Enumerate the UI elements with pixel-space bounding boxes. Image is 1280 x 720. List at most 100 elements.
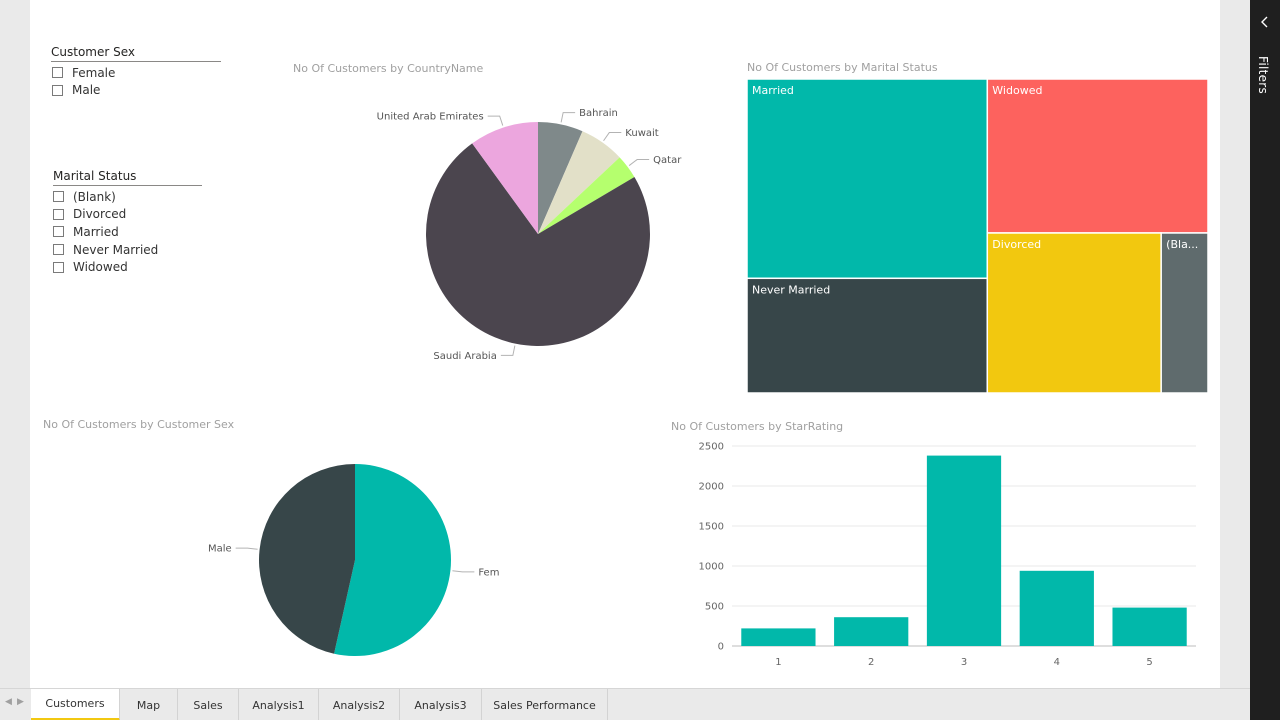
pie-slice-saudi-arabia[interactable] [426, 143, 650, 346]
slicer-item-blank[interactable]: (Blank) [53, 188, 202, 206]
tab-scroll-left-icon[interactable]: ◀ [5, 697, 12, 707]
y-tick-label-500: 500 [705, 602, 724, 613]
treemap-tile-never-married[interactable] [747, 277, 989, 393]
slicer-item-label: Female [72, 65, 116, 80]
y-tick-label-0: 0 [718, 642, 724, 653]
y-tick-label-1500: 1500 [699, 522, 724, 533]
treemap-label-never-married: Never Married [752, 283, 830, 296]
x-tick-label-2: 2 [868, 657, 874, 668]
x-tick-label-1: 1 [775, 657, 781, 668]
pie-label-saudi-arabia: Saudi Arabia [433, 351, 496, 362]
pie-slice-kuwait[interactable] [538, 131, 620, 234]
star-bar-title: No Of Customers by StarRating [671, 420, 844, 433]
sex-pie-chart[interactable]: Female Male [160, 450, 500, 670]
slicer-item-label: Widowed [73, 260, 128, 275]
slicer-item-female[interactable]: Female [52, 64, 221, 82]
chevron-left-icon[interactable] [1260, 15, 1270, 29]
treemap-label-blank: (Bla... [1166, 238, 1198, 251]
tab-label: Analysis2 [332, 698, 386, 712]
tab-sales-performance[interactable]: Sales Performance [482, 689, 608, 720]
marital-treemap-title: No Of Customers by Marital Status [747, 61, 938, 74]
report-canvas: Customer Sex Female Male Marital Status … [30, 0, 1220, 688]
slicer-item-label: Married [73, 224, 119, 239]
pie-slice-female[interactable] [334, 464, 451, 656]
tab-analysis3[interactable]: Analysis3 [400, 689, 482, 720]
y-tick-label-2500: 2500 [699, 442, 724, 453]
checkbox[interactable] [53, 244, 64, 256]
leader-line-bahrain [560, 112, 576, 123]
treemap-tile-married[interactable] [747, 79, 989, 280]
filters-pane[interactable] [1250, 0, 1280, 720]
checkbox[interactable] [53, 261, 64, 273]
y-tick-label-2000: 2000 [699, 482, 724, 493]
tab-analysis2[interactable]: Analysis2 [319, 689, 400, 720]
checkbox[interactable] [53, 191, 64, 203]
pie-slice-male[interactable] [259, 464, 355, 654]
bar-1[interactable] [741, 628, 816, 646]
slicer-marital-status: Marital Status (Blank) Divorced Married … [53, 169, 202, 276]
pie-label-qatar: Qatar [653, 155, 682, 166]
tab-sales[interactable]: Sales [178, 689, 239, 720]
slicer-title: Marital Status [53, 169, 202, 186]
tab-map[interactable]: Map [120, 689, 178, 720]
slicer-item-male[interactable]: Male [52, 82, 221, 100]
page-tab-bar: ◀ ▶ Customers Map Sales Analysis1 Analys… [0, 688, 1250, 720]
bar-5[interactable] [1112, 607, 1187, 646]
slicer-item-label: Male [72, 83, 101, 98]
bar-3[interactable] [926, 455, 1002, 646]
slicer-item-label: (Blank) [73, 189, 116, 204]
pie-slice-qatar[interactable] [538, 157, 635, 234]
bar-2[interactable] [834, 617, 909, 646]
y-tick-label-1000: 1000 [699, 562, 724, 573]
tab-label: Customers [45, 697, 105, 710]
leader-line-saudi-arabia [500, 345, 516, 356]
slicer-item-married[interactable]: Married [53, 223, 202, 241]
x-tick-label-4: 4 [1054, 657, 1060, 668]
slicer-item-label: Never Married [73, 242, 159, 257]
marital-treemap-chart[interactable]: Married Never Married Widowed Divorced (Bla.… [747, 79, 1208, 393]
pie-slice-united-arab-emirates[interactable] [472, 122, 538, 234]
tab-label: Sales [193, 698, 223, 712]
country-pie-title: No Of Customers by CountryName [293, 62, 484, 75]
tab-scroll-right-icon[interactable]: ▶ [17, 697, 24, 707]
slicer-title: Customer Sex [51, 45, 221, 62]
checkbox[interactable] [52, 84, 63, 96]
treemap-label-divorced: Divorced [992, 238, 1041, 251]
filters-pane-label[interactable]: Filters [1256, 56, 1270, 95]
slicer-item-never-married[interactable]: Never Married [53, 241, 202, 259]
tab-customers[interactable]: Customers [31, 689, 120, 720]
treemap-label-married: Married [752, 84, 794, 97]
country-pie-chart[interactable]: Bahrain Kuwait Qatar Saudi Arabia United Ara… [330, 90, 710, 370]
treemap-tile-divorced[interactable] [986, 232, 1162, 393]
treemap-tile-blank[interactable] [1160, 232, 1208, 393]
slicer-item-label: Divorced [73, 207, 127, 222]
checkbox[interactable] [52, 67, 63, 79]
leader-line-female [452, 570, 475, 573]
bar-4[interactable] [1019, 570, 1094, 646]
checkbox[interactable] [53, 208, 64, 220]
leader-line-kuwait [603, 132, 622, 142]
pie-slice-bahrain[interactable] [538, 122, 583, 234]
sex-pie-title: No Of Customers by Customer Sex [43, 418, 235, 431]
pie-label-united-arab-emirates: United Arab Emirates [377, 112, 484, 123]
leader-line-male [235, 547, 258, 550]
tab-label: Analysis1 [252, 698, 305, 712]
pie-label-kuwait: Kuwait [625, 128, 658, 139]
star-bar-chart[interactable]: 0 500 1000 1500 2000 2500 1 2 3 4 5 [666, 436, 1206, 676]
leader-line-united-arab-emirates [487, 115, 504, 126]
x-tick-label-5: 5 [1146, 657, 1152, 668]
tab-label: Analysis3 [414, 698, 467, 712]
slicer-customer-sex: Customer Sex Female Male [51, 45, 221, 99]
slicer-item-divorced[interactable]: Divorced [53, 206, 202, 224]
treemap-tile-widowed[interactable] [986, 79, 1208, 234]
slicer-item-widowed[interactable]: Widowed [53, 258, 202, 276]
tab-analysis1[interactable]: Analysis1 [239, 689, 319, 720]
x-tick-label-3: 3 [961, 657, 967, 668]
treemap-label-widowed: Widowed [992, 84, 1042, 97]
pie-label-bahrain: Bahrain [579, 108, 618, 119]
leader-line-qatar [628, 159, 650, 166]
tab-label: Map [136, 698, 161, 712]
checkbox[interactable] [53, 226, 64, 238]
tab-label: Sales Performance [493, 698, 596, 712]
pie-label-female: Female [478, 567, 500, 578]
